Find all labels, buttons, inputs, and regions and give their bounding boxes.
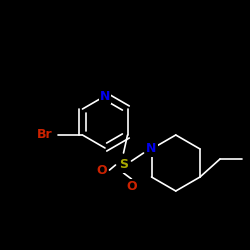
Text: O: O (96, 164, 107, 176)
Text: O: O (126, 180, 137, 194)
Text: N: N (146, 142, 157, 156)
Text: N: N (100, 90, 110, 102)
Text: S: S (119, 158, 128, 172)
Text: Br: Br (37, 128, 52, 141)
Text: N: N (146, 142, 157, 156)
